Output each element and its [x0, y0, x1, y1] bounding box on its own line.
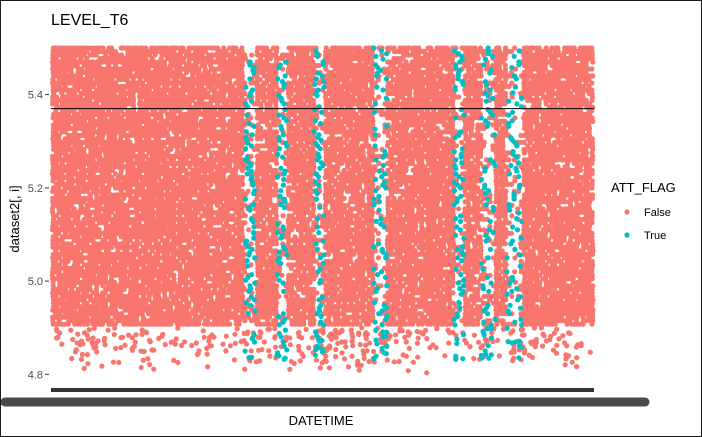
point-false: [62, 314, 68, 320]
point-false: [71, 178, 77, 184]
point-false: [56, 157, 62, 163]
point-false: [50, 188, 56, 194]
point-false: [279, 272, 285, 278]
point-false: [249, 52, 255, 58]
point-false: [280, 213, 286, 219]
point-false: [240, 181, 246, 187]
point-false: [196, 321, 202, 327]
point-false: [186, 304, 192, 310]
point-false: [59, 150, 65, 156]
point-false: [62, 188, 68, 194]
point-false: [52, 202, 59, 208]
point-false: [242, 90, 248, 97]
point-false: [53, 87, 59, 93]
point-false: [56, 300, 62, 306]
point-false: [56, 52, 62, 58]
point-false: [59, 80, 65, 86]
point-false: [54, 213, 60, 219]
point-false: [276, 118, 282, 124]
point-false: [59, 258, 65, 264]
point-false: [72, 129, 78, 135]
series-false-points: [49, 45, 596, 376]
point-false: [62, 293, 68, 299]
point-false: [50, 101, 56, 107]
point-false: [276, 293, 282, 299]
chart-title: LEVEL_T6: [51, 12, 128, 29]
point-false: [53, 174, 59, 180]
point-false: [59, 160, 65, 166]
point-false: [121, 195, 127, 201]
point-false: [245, 188, 251, 194]
point-false: [242, 213, 248, 219]
point-false: [65, 258, 71, 264]
point-false: [56, 230, 62, 236]
point-false: [75, 52, 81, 58]
point-false: [75, 125, 81, 131]
point-false: [62, 129, 68, 135]
point-false: [273, 241, 279, 247]
point-false: [65, 321, 71, 327]
point-false: [68, 125, 74, 131]
point-false: [71, 283, 77, 289]
point-false: [274, 160, 280, 166]
point-false: [78, 59, 84, 65]
point-false: [242, 220, 248, 226]
point-false: [62, 234, 68, 240]
point-false: [236, 321, 242, 327]
point-false: [71, 237, 77, 243]
point-false: [74, 304, 80, 310]
point-false: [59, 265, 65, 271]
point-false: [75, 87, 81, 93]
point-false: [227, 321, 233, 327]
point-false: [242, 318, 248, 324]
point-false: [246, 227, 252, 233]
